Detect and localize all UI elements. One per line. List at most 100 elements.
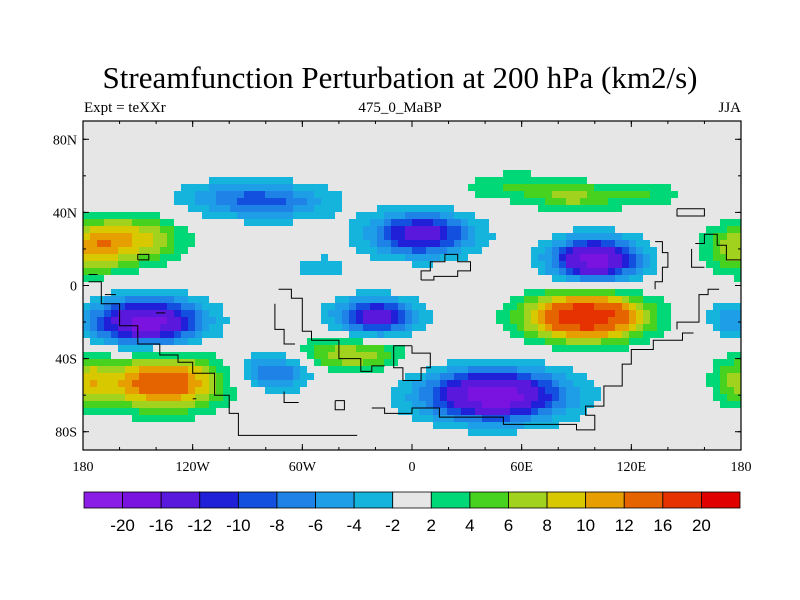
season-label: JJA [718,100,741,116]
field-cell [433,212,441,220]
field-cell [573,233,581,241]
field-cell [349,415,357,423]
field-cell [195,373,203,381]
field-cell [384,205,392,213]
field-cell [713,296,721,304]
field-cell [349,219,357,227]
field-cell [587,226,595,234]
field-cell [132,436,140,444]
field-cell [496,373,504,381]
field-cell [706,261,714,269]
field-cell [636,443,644,450]
field-cell [209,387,217,395]
field-cell [461,366,469,374]
field-cell [510,429,518,437]
field-cell [97,268,105,276]
field-cell [594,387,602,395]
field-cell [580,289,588,297]
field-cell [503,156,511,164]
field-cell [272,198,280,206]
field-cell [125,422,133,430]
field-cell [265,233,273,241]
field-cell [195,184,203,192]
field-cell [720,254,728,262]
field-cell [587,233,595,241]
field-cell [559,163,567,171]
field-cell [167,331,175,339]
field-cell [720,415,728,423]
field-cell [685,275,693,283]
field-cell [356,240,364,248]
field-cell [678,198,686,206]
field-cell [314,254,322,262]
field-cell [272,205,280,213]
field-cell [139,443,147,450]
field-cell [664,268,672,276]
field-cell [209,198,217,206]
field-cell [363,303,371,311]
field-cell [328,289,336,297]
field-cell [636,415,644,423]
field-cell [447,247,455,255]
field-cell [181,170,189,178]
field-cell [293,191,301,199]
field-cell [391,177,399,185]
field-cell [573,352,581,360]
field-cell [286,373,294,381]
field-cell [587,366,595,374]
field-cell [636,338,644,346]
field-cell [482,415,490,423]
field-cell [223,401,231,409]
field-cell [517,310,525,318]
field-cell [650,261,658,269]
field-cell [139,338,147,346]
field-cell [559,310,567,318]
field-cell [328,443,336,450]
field-cell [727,198,735,206]
field-cell [643,191,651,199]
field-cell [237,219,245,227]
field-cell [258,408,266,416]
field-cell [685,401,693,409]
field-cell [104,359,112,367]
field-cell [132,296,140,304]
field-cell [657,296,665,304]
field-cell [153,352,161,360]
field-cell [251,317,259,325]
field-cell [601,247,609,255]
field-cell [622,121,630,129]
field-cell [160,212,168,220]
field-cell [342,289,350,297]
field-cell [307,387,315,395]
field-cell [475,338,483,346]
field-cell [174,163,182,171]
field-cell [300,359,308,367]
field-cell [328,135,336,143]
field-cell [307,268,315,276]
field-cell [335,254,343,262]
field-cell [293,170,301,178]
field-cell [720,121,728,129]
field-cell [671,345,679,353]
field-cell [216,184,224,192]
field-cell [545,387,553,395]
field-cell [559,324,567,332]
field-cell [300,408,308,416]
field-cell [384,436,392,444]
field-cell [699,261,707,269]
field-cell [335,366,343,374]
field-cell [314,247,322,255]
field-cell [671,198,679,206]
field-cell [601,128,609,136]
field-cell [398,261,406,269]
field-cell [167,247,175,255]
field-cell [636,247,644,255]
field-cell [538,289,546,297]
field-cell [734,149,741,157]
field-cell [237,121,245,129]
field-cell [181,408,189,416]
field-cell [510,135,518,143]
field-cell [636,205,644,213]
field-cell [230,359,238,367]
field-cell [286,128,294,136]
